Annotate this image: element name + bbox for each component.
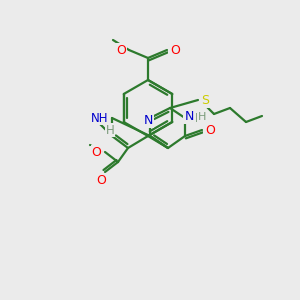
Text: O: O bbox=[91, 146, 101, 160]
Text: NH: NH bbox=[91, 112, 108, 124]
Text: H: H bbox=[195, 112, 203, 124]
Text: O: O bbox=[169, 44, 179, 56]
Text: N: N bbox=[143, 113, 153, 127]
Text: O: O bbox=[116, 44, 126, 58]
Text: O: O bbox=[170, 44, 180, 58]
Text: N: N bbox=[184, 110, 194, 122]
Text: O: O bbox=[96, 175, 106, 188]
Text: H: H bbox=[106, 124, 114, 136]
Text: O: O bbox=[204, 124, 214, 136]
Text: H: H bbox=[198, 112, 206, 122]
Text: O: O bbox=[96, 173, 106, 187]
Text: O: O bbox=[116, 44, 126, 56]
Text: O: O bbox=[205, 124, 215, 136]
Text: S: S bbox=[201, 94, 209, 107]
Text: S: S bbox=[200, 94, 208, 106]
Text: O: O bbox=[92, 146, 102, 158]
